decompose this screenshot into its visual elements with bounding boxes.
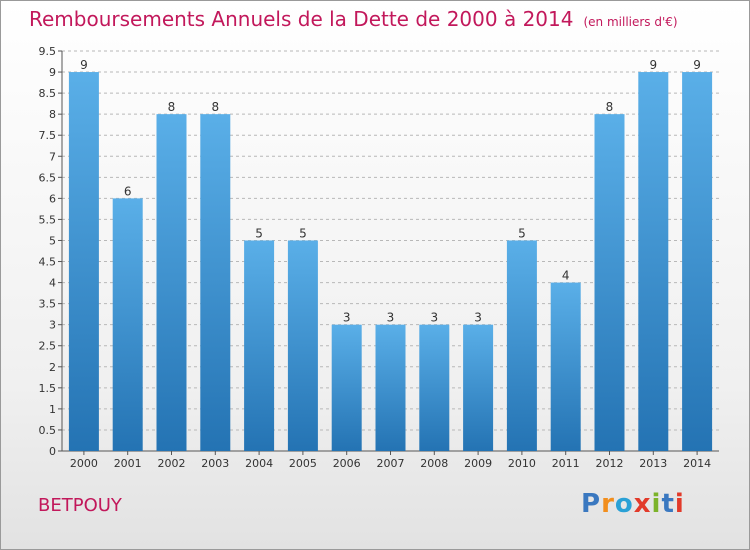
logo-letter: i	[674, 489, 685, 519]
x-tick-label: 2003	[201, 457, 229, 470]
data-label: 5	[299, 226, 307, 240]
y-tick-label: 5	[49, 234, 56, 247]
data-label: 5	[518, 226, 526, 240]
bar	[550, 282, 581, 451]
data-label: 9	[693, 58, 701, 72]
bar	[419, 324, 450, 451]
data-label: 3	[343, 311, 351, 325]
bar	[375, 324, 406, 451]
bar	[682, 72, 713, 451]
commune-name: BETPOUY	[38, 495, 122, 516]
y-tick-label: 1	[49, 403, 56, 416]
data-label: 4	[562, 269, 570, 283]
x-tick-label: 2013	[639, 457, 667, 470]
y-tick-label: 7	[49, 150, 56, 163]
y-tick-label: 0.5	[39, 424, 57, 437]
y-tick-label: 8	[49, 108, 56, 121]
data-label: 9	[649, 58, 657, 72]
x-tick-label: 2010	[508, 457, 536, 470]
bar	[112, 198, 143, 451]
bar	[638, 72, 669, 451]
logo-letter: i	[651, 489, 662, 519]
logo-letter: x	[633, 489, 652, 519]
y-tick-label: 1.5	[39, 382, 57, 395]
x-tick-label: 2011	[552, 457, 580, 470]
x-tick-label: 2012	[596, 457, 624, 470]
x-tick-label: 2002	[158, 457, 186, 470]
bar	[463, 324, 494, 451]
y-tick-label: 8.5	[39, 87, 57, 100]
y-tick-label: 9	[49, 66, 56, 79]
data-label: 3	[474, 311, 482, 325]
y-tick-label: 4.5	[39, 256, 57, 269]
logo-letter: t	[661, 489, 675, 519]
bar	[287, 240, 318, 451]
data-label: 5	[255, 226, 263, 240]
y-tick-label: 2	[49, 361, 56, 374]
bar	[594, 114, 625, 451]
y-tick-label: 2.5	[39, 340, 57, 353]
data-label: 8	[168, 100, 176, 114]
data-label: 8	[606, 100, 614, 114]
y-tick-label: 4	[49, 277, 56, 290]
logo-letter: o	[614, 489, 634, 519]
x-tick-label: 2001	[114, 457, 142, 470]
x-tick-label: 2008	[420, 457, 448, 470]
x-tick-label: 2009	[464, 457, 492, 470]
y-tick-label: 6.5	[39, 171, 57, 184]
x-tick-label: 2007	[377, 457, 405, 470]
y-tick-label: 6	[49, 192, 56, 205]
y-tick-label: 3.5	[39, 298, 57, 311]
data-label: 8	[211, 100, 219, 114]
y-tick-label: 9.5	[39, 45, 57, 58]
bar	[506, 240, 537, 451]
x-tick-label: 2005	[289, 457, 317, 470]
proxiti-logo: Proxiti	[581, 489, 685, 519]
x-tick-label: 2006	[333, 457, 361, 470]
bar	[244, 240, 275, 451]
data-label: 3	[387, 311, 395, 325]
y-tick-label: 3	[49, 319, 56, 332]
bar	[200, 114, 231, 451]
y-tick-label: 5.5	[39, 213, 57, 226]
data-label: 9	[80, 58, 88, 72]
x-tick-label: 2014	[683, 457, 711, 470]
bar	[156, 114, 187, 451]
data-label: 3	[430, 311, 438, 325]
chart-title-text: Remboursements Annuels de la Dette de 20…	[29, 7, 574, 31]
chart-unit: (en milliers d'€)	[583, 15, 678, 29]
logo-letter: r	[601, 489, 615, 519]
data-label: 6	[124, 184, 132, 198]
chart-title: Remboursements Annuels de la Dette de 20…	[29, 7, 678, 31]
bar	[68, 72, 99, 451]
x-tick-label: 2000	[70, 457, 98, 470]
y-tick-label: 0	[49, 445, 56, 458]
x-tick-label: 2004	[245, 457, 273, 470]
bar	[331, 324, 362, 451]
y-tick-label: 7.5	[39, 129, 57, 142]
logo-letter: P	[581, 489, 602, 519]
